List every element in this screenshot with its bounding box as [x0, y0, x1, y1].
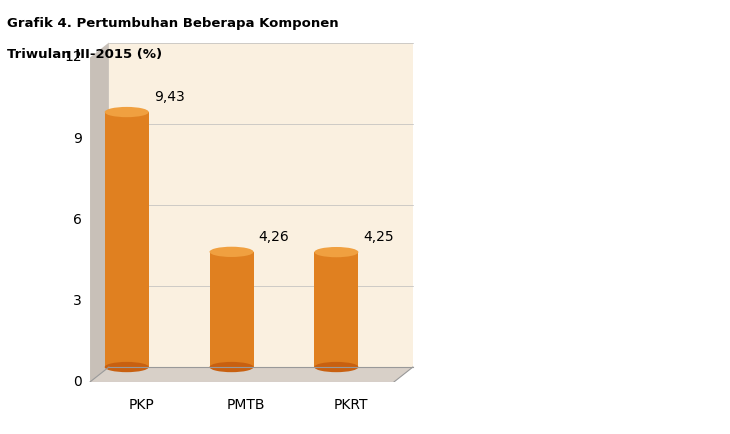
Text: PMTB: PMTB	[227, 398, 266, 412]
Text: 6: 6	[73, 213, 82, 227]
Ellipse shape	[104, 107, 149, 117]
Ellipse shape	[315, 362, 358, 372]
Text: 4,26: 4,26	[259, 230, 290, 244]
Polygon shape	[90, 43, 109, 382]
Ellipse shape	[210, 362, 253, 372]
Bar	[104, 112, 149, 367]
Text: 9: 9	[73, 132, 82, 145]
Ellipse shape	[104, 362, 149, 372]
Ellipse shape	[210, 247, 253, 257]
Text: 12: 12	[64, 50, 82, 64]
Text: PKP: PKP	[128, 398, 154, 412]
Text: PKRT: PKRT	[334, 398, 369, 412]
Bar	[210, 252, 253, 367]
Text: 0: 0	[73, 375, 82, 389]
Ellipse shape	[315, 247, 358, 257]
Text: 9,43: 9,43	[154, 90, 185, 104]
Polygon shape	[109, 43, 413, 367]
Text: 4,25: 4,25	[364, 230, 394, 244]
Text: Triwulan III-2015 (%): Triwulan III-2015 (%)	[7, 48, 163, 61]
Text: 3: 3	[73, 294, 82, 308]
Polygon shape	[90, 367, 413, 382]
Bar	[315, 252, 358, 367]
Text: Grafik 4. Pertumbuhan Beberapa Komponen: Grafik 4. Pertumbuhan Beberapa Komponen	[7, 17, 339, 30]
